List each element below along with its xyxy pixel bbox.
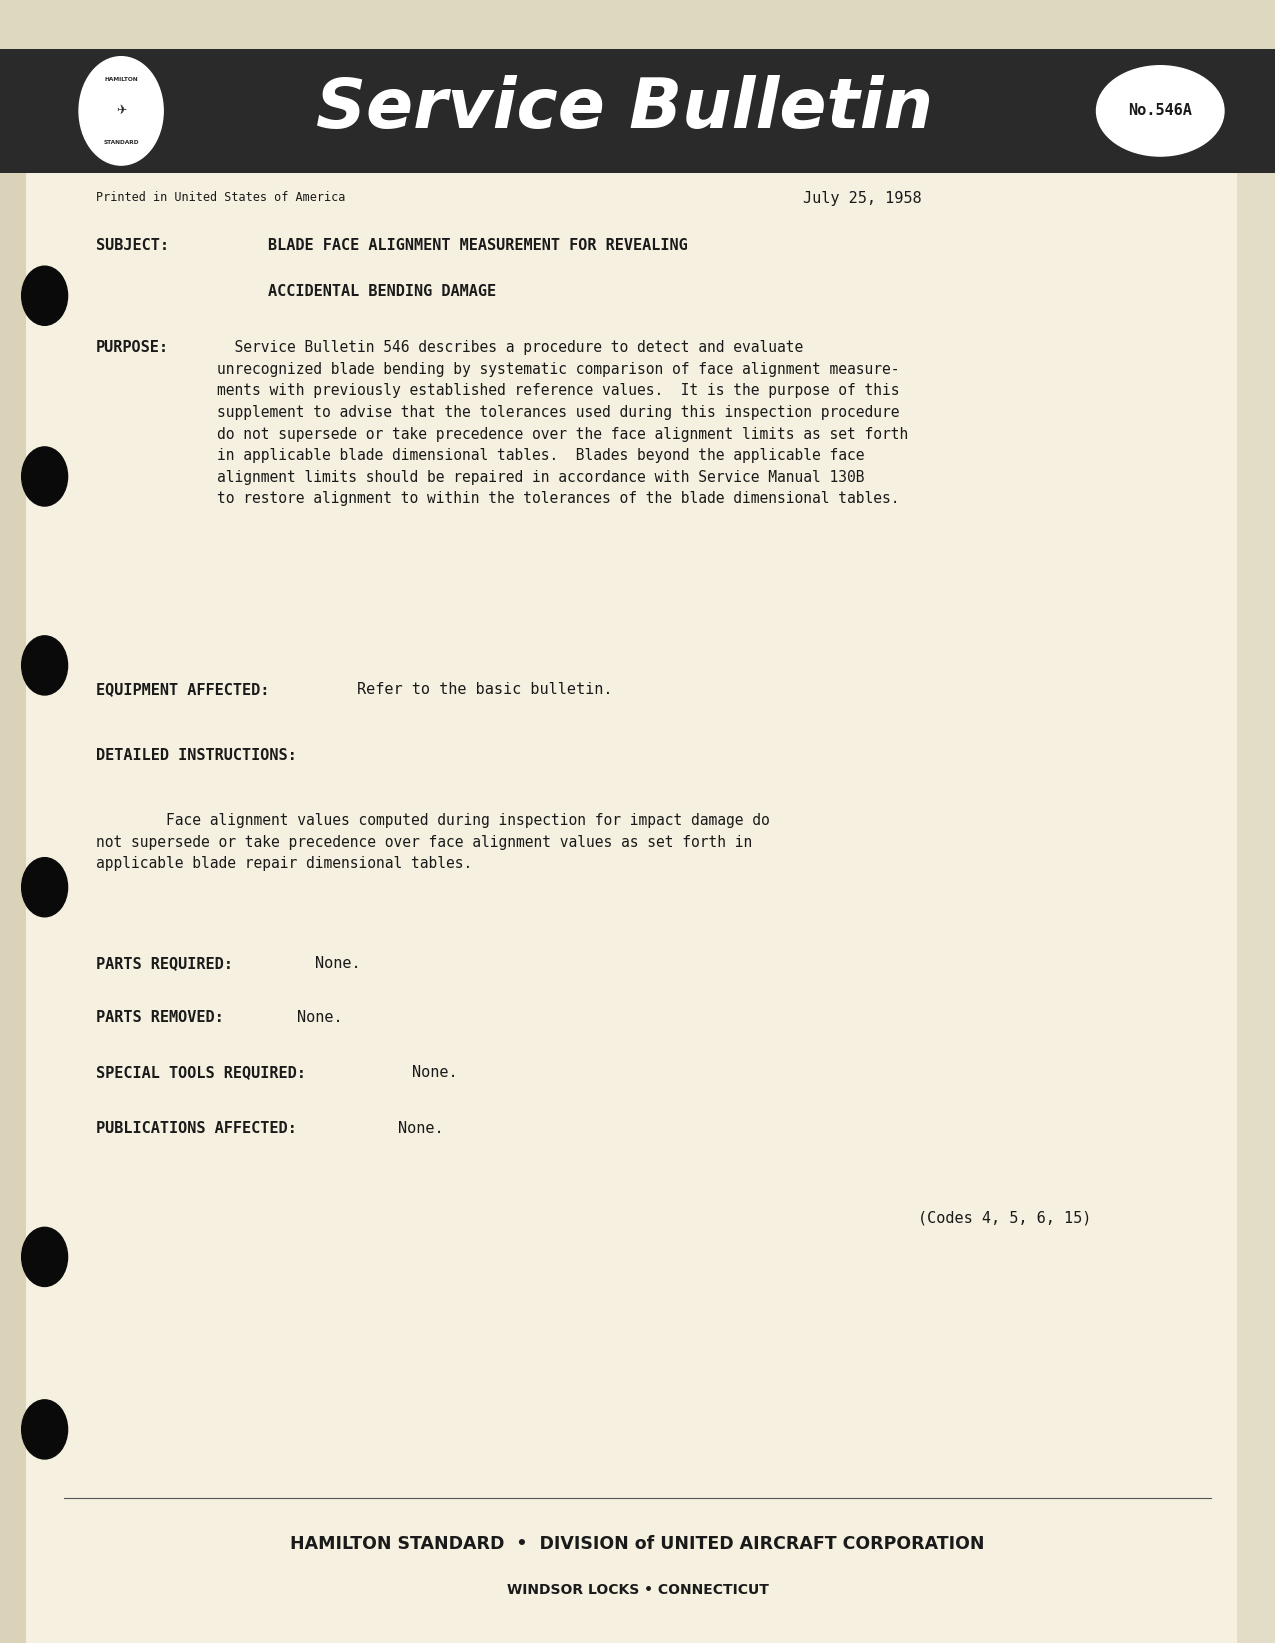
Bar [1237, 0, 1275, 1643]
Text: SPECIAL TOOLS REQUIRED:: SPECIAL TOOLS REQUIRED: [96, 1065, 306, 1079]
Circle shape [22, 1400, 68, 1459]
Circle shape [22, 858, 68, 917]
Text: HAMILTON STANDARD  •  DIVISION of UNITED AIRCRAFT CORPORATION: HAMILTON STANDARD • DIVISION of UNITED A… [291, 1536, 984, 1553]
Text: Service Bulletin: Service Bulletin [316, 76, 933, 141]
Text: Service Bulletin 546 describes a procedure to detect and evaluate
unrecognized b: Service Bulletin 546 describes a procedu… [217, 340, 908, 506]
Text: None.: None. [398, 1121, 444, 1135]
Text: None.: None. [315, 956, 361, 971]
Text: No.546A: No.546A [1128, 104, 1192, 118]
Text: Printed in United States of America: Printed in United States of America [96, 191, 346, 204]
Text: None.: None. [412, 1065, 458, 1079]
Circle shape [22, 266, 68, 325]
Text: PARTS REQUIRED:: PARTS REQUIRED: [96, 956, 232, 971]
Text: ✈: ✈ [116, 105, 126, 117]
Text: DETAILED INSTRUCTIONS:: DETAILED INSTRUCTIONS: [96, 748, 296, 762]
Text: Face alignment values computed during inspection for impact damage do
not supers: Face alignment values computed during in… [96, 813, 769, 871]
Bar [0, 0, 1275, 62]
Text: EQUIPMENT AFFECTED:: EQUIPMENT AFFECTED: [96, 682, 269, 697]
Ellipse shape [1096, 66, 1224, 156]
Circle shape [22, 636, 68, 695]
Bar [0, 0, 26, 1643]
Text: July 25, 1958: July 25, 1958 [803, 191, 922, 205]
Text: Refer to the basic bulletin.: Refer to the basic bulletin. [357, 682, 612, 697]
Bar [0, 49, 1275, 173]
Text: (Codes 4, 5, 6, 15): (Codes 4, 5, 6, 15) [918, 1211, 1091, 1226]
Circle shape [22, 1227, 68, 1286]
Text: BLADE FACE ALIGNMENT MEASUREMENT FOR REVEALING: BLADE FACE ALIGNMENT MEASUREMENT FOR REV… [268, 238, 687, 253]
Text: WINDSOR LOCKS • CONNECTICUT: WINDSOR LOCKS • CONNECTICUT [506, 1584, 769, 1597]
Text: SUBJECT:: SUBJECT: [96, 238, 168, 253]
Text: HAMILTON: HAMILTON [105, 77, 138, 82]
Text: None.: None. [297, 1010, 343, 1025]
Text: PUBLICATIONS AFFECTED:: PUBLICATIONS AFFECTED: [96, 1121, 296, 1135]
Text: STANDARD: STANDARD [103, 140, 139, 145]
Text: PARTS REMOVED:: PARTS REMOVED: [96, 1010, 223, 1025]
Text: ACCIDENTAL BENDING DAMAGE: ACCIDENTAL BENDING DAMAGE [268, 284, 496, 299]
Text: PURPOSE:: PURPOSE: [96, 340, 168, 355]
Circle shape [79, 56, 163, 166]
Circle shape [22, 447, 68, 506]
